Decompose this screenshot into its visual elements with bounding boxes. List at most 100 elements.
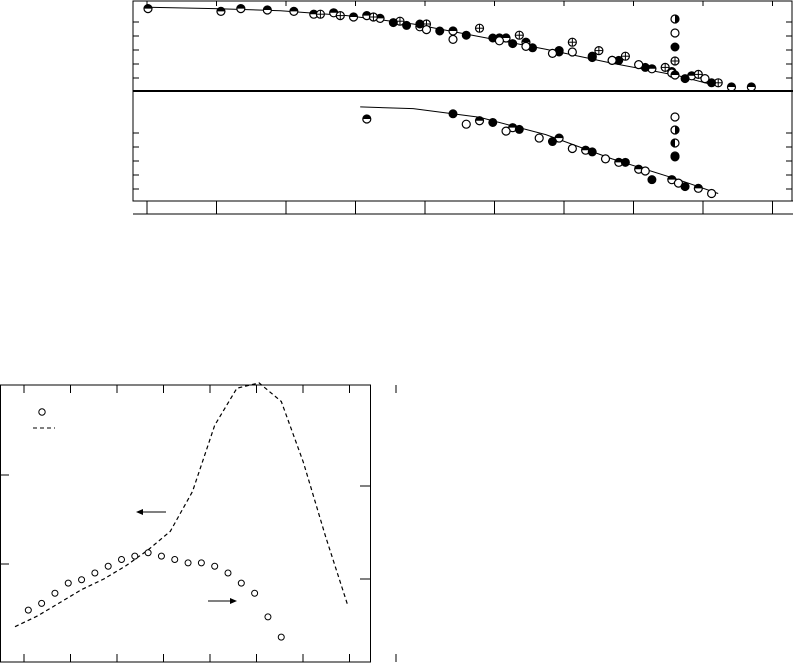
- legend-marker: [670, 14, 680, 24]
- data-point: [547, 48, 558, 59]
- data-point: [547, 137, 557, 147]
- circle-point: [144, 549, 152, 557]
- data-point: [594, 45, 604, 56]
- right-arrow-head: [230, 598, 237, 604]
- data-point: [402, 20, 412, 30]
- left-arrow-head: [136, 509, 143, 515]
- data-point: [634, 164, 644, 174]
- data-point: [607, 55, 617, 66]
- circle-point: [224, 569, 232, 577]
- data-point: [647, 175, 657, 185]
- legend-marker: [670, 56, 680, 66]
- data-point: [488, 117, 498, 127]
- data-point: [348, 12, 359, 22]
- circle-point: [171, 556, 179, 563]
- data-point: [660, 62, 670, 73]
- data-point: [289, 6, 299, 16]
- data-point: [421, 25, 432, 35]
- legend-marker: [670, 70, 680, 80]
- data-point: [567, 143, 577, 154]
- data-point: [216, 6, 226, 16]
- data-point: [726, 82, 737, 92]
- data-point: [693, 69, 703, 80]
- data-point: [640, 166, 650, 176]
- data-point: [335, 11, 345, 21]
- circle-point: [157, 552, 165, 560]
- data-point: [474, 116, 485, 126]
- data-point: [634, 59, 644, 70]
- data-point: [388, 18, 398, 28]
- circle-point: [24, 606, 32, 614]
- circle-point: [277, 633, 285, 641]
- data-point: [680, 74, 690, 84]
- circle-point: [197, 559, 205, 567]
- circle-point: [118, 556, 125, 563]
- data-point: [508, 39, 518, 49]
- circle-point: [104, 562, 112, 570]
- circle-point: [251, 589, 259, 597]
- data-point: [534, 133, 544, 143]
- circle-point: [78, 576, 86, 584]
- data-point: [415, 19, 425, 29]
- data-point: [581, 145, 591, 155]
- data-point: [362, 114, 372, 124]
- circle-point: [38, 599, 46, 607]
- legend-marker: [670, 125, 680, 135]
- data-point: [461, 119, 471, 129]
- data-point: [600, 154, 611, 164]
- data-point: [521, 41, 531, 52]
- bottom-panel: [0, 382, 397, 663]
- data-point: [448, 34, 458, 45]
- data-point: [746, 82, 756, 92]
- data-point: [587, 147, 597, 157]
- circle-point: [51, 589, 59, 597]
- data-point: [448, 109, 458, 119]
- circle-point: [64, 579, 72, 587]
- legend-circle-marker: [38, 408, 46, 416]
- data-point: [706, 188, 717, 199]
- legend-marker: [670, 28, 680, 38]
- data-point: [501, 33, 511, 43]
- data-point: [587, 53, 597, 63]
- data-point: [700, 73, 710, 84]
- data-point: [647, 64, 657, 74]
- fit-curve: [360, 106, 719, 194]
- data-point: [143, 4, 153, 14]
- legend-marker: [670, 42, 680, 52]
- fit-curve: [147, 6, 719, 87]
- legend-marker: [670, 138, 680, 148]
- data-point: [315, 9, 325, 19]
- data-point: [567, 47, 577, 57]
- data-point: [474, 23, 485, 33]
- data-point: [236, 4, 246, 14]
- top-lower-panel: [132, 90, 793, 215]
- data-point: [262, 5, 272, 15]
- circle-point: [211, 562, 219, 570]
- data-point: [514, 30, 524, 40]
- circle-point: [91, 569, 99, 577]
- data-point: [680, 182, 690, 192]
- circle-point: [184, 559, 192, 567]
- circle-point: [131, 552, 139, 560]
- data-point: [494, 36, 505, 46]
- data-point: [620, 157, 630, 167]
- data-point: [567, 37, 577, 47]
- data-point: [435, 26, 445, 36]
- data-point: [448, 26, 458, 36]
- legend-marker: [670, 112, 680, 122]
- data-point: [514, 124, 524, 134]
- legend-marker: [670, 152, 680, 162]
- data-point: [707, 78, 717, 88]
- data-point: [620, 51, 630, 61]
- bottom-frame: [0, 384, 371, 663]
- circle-point: [237, 579, 245, 587]
- data-point: [368, 12, 379, 22]
- data-point: [693, 183, 703, 193]
- data-point: [395, 16, 405, 26]
- top-upper-panel: [132, 0, 793, 92]
- circle-point: [264, 613, 272, 621]
- data-point: [501, 126, 511, 136]
- data-point: [461, 30, 471, 40]
- dashed-series-line: [14, 382, 349, 628]
